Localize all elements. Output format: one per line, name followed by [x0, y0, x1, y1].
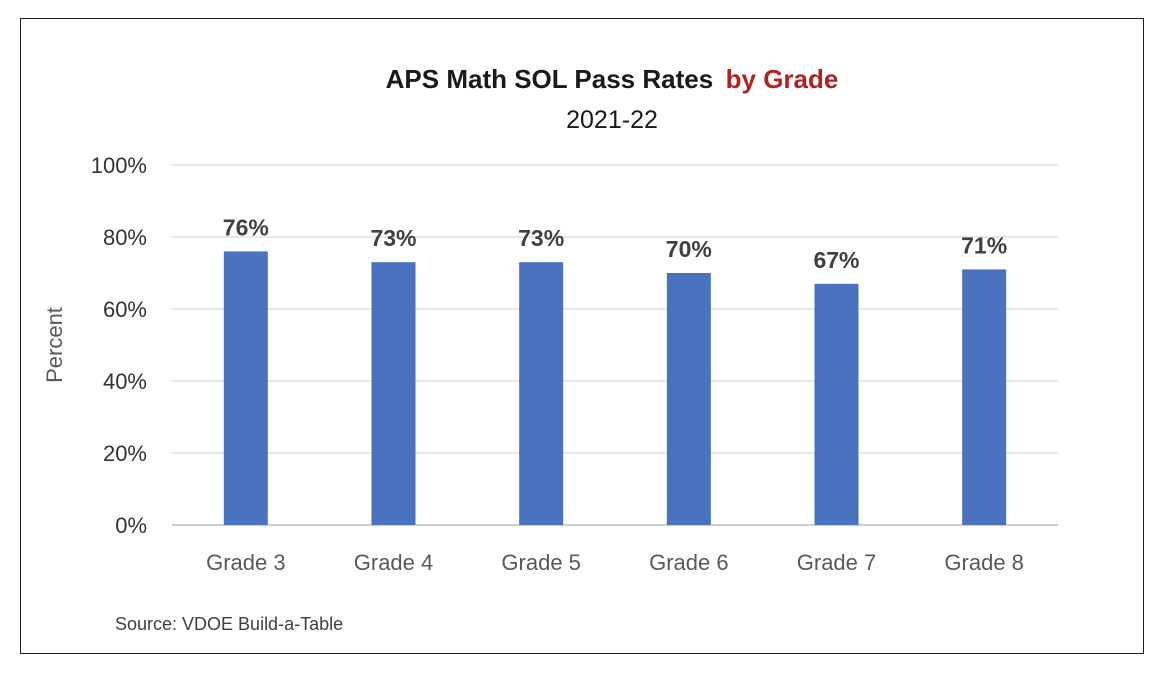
x-tick-label-grade-8: Grade 8 [944, 550, 1024, 575]
chart-title: APS Math SOL Pass Rates by Grade [386, 64, 839, 94]
source-note: Source: VDOE Build-a-Table [115, 614, 343, 634]
chart-subtitle: 2021-22 [566, 106, 658, 134]
data-label-grade-6: 70% [666, 236, 712, 262]
y-tick-label-60: 60% [103, 297, 147, 322]
x-tick-label-grade-5: Grade 5 [501, 550, 581, 575]
x-tick-label-grade-4: Grade 4 [354, 550, 434, 575]
x-tick-label-grade-7: Grade 7 [797, 550, 877, 575]
y-tick-labels: 0% 20% 40% 60% 80% 100% [91, 153, 147, 538]
data-label-grade-4: 73% [370, 225, 416, 251]
data-label-grade-8: 71% [961, 232, 1007, 258]
data-label-grade-7: 67% [813, 247, 859, 273]
y-tick-label-100: 100% [91, 153, 147, 178]
bar-grade-7 [814, 283, 859, 525]
chart-frame [20, 18, 1144, 654]
y-tick-label-20: 20% [103, 441, 147, 466]
bars [223, 251, 1007, 525]
gridlines [172, 164, 1058, 526]
x-tick-label-grade-6: Grade 6 [649, 550, 729, 575]
x-tick-label-grade-3: Grade 3 [206, 550, 286, 575]
bar-grade-3 [223, 251, 268, 525]
bar-grade-6 [666, 273, 711, 525]
bar-grade-8 [962, 269, 1007, 525]
bar-grade-5 [519, 262, 564, 525]
data-label-grade-3: 76% [223, 214, 269, 240]
bar-grade-4 [371, 262, 416, 525]
y-tick-label-0: 0% [115, 513, 147, 538]
x-tick-labels: Grade 3 Grade 4 Grade 5 Grade 6 Grade 7 Grade… [206, 550, 1024, 575]
y-tick-label-40: 40% [103, 369, 147, 394]
chart-title-accent: by Grade [726, 64, 839, 94]
data-labels: 76% 73% 73% 70% 67% 71% [223, 214, 1007, 272]
data-label-grade-5: 73% [518, 225, 564, 251]
y-axis-label: Percent [42, 307, 67, 383]
chart-title-main: APS Math SOL Pass Rates [386, 64, 714, 94]
y-tick-label-80: 80% [103, 225, 147, 250]
